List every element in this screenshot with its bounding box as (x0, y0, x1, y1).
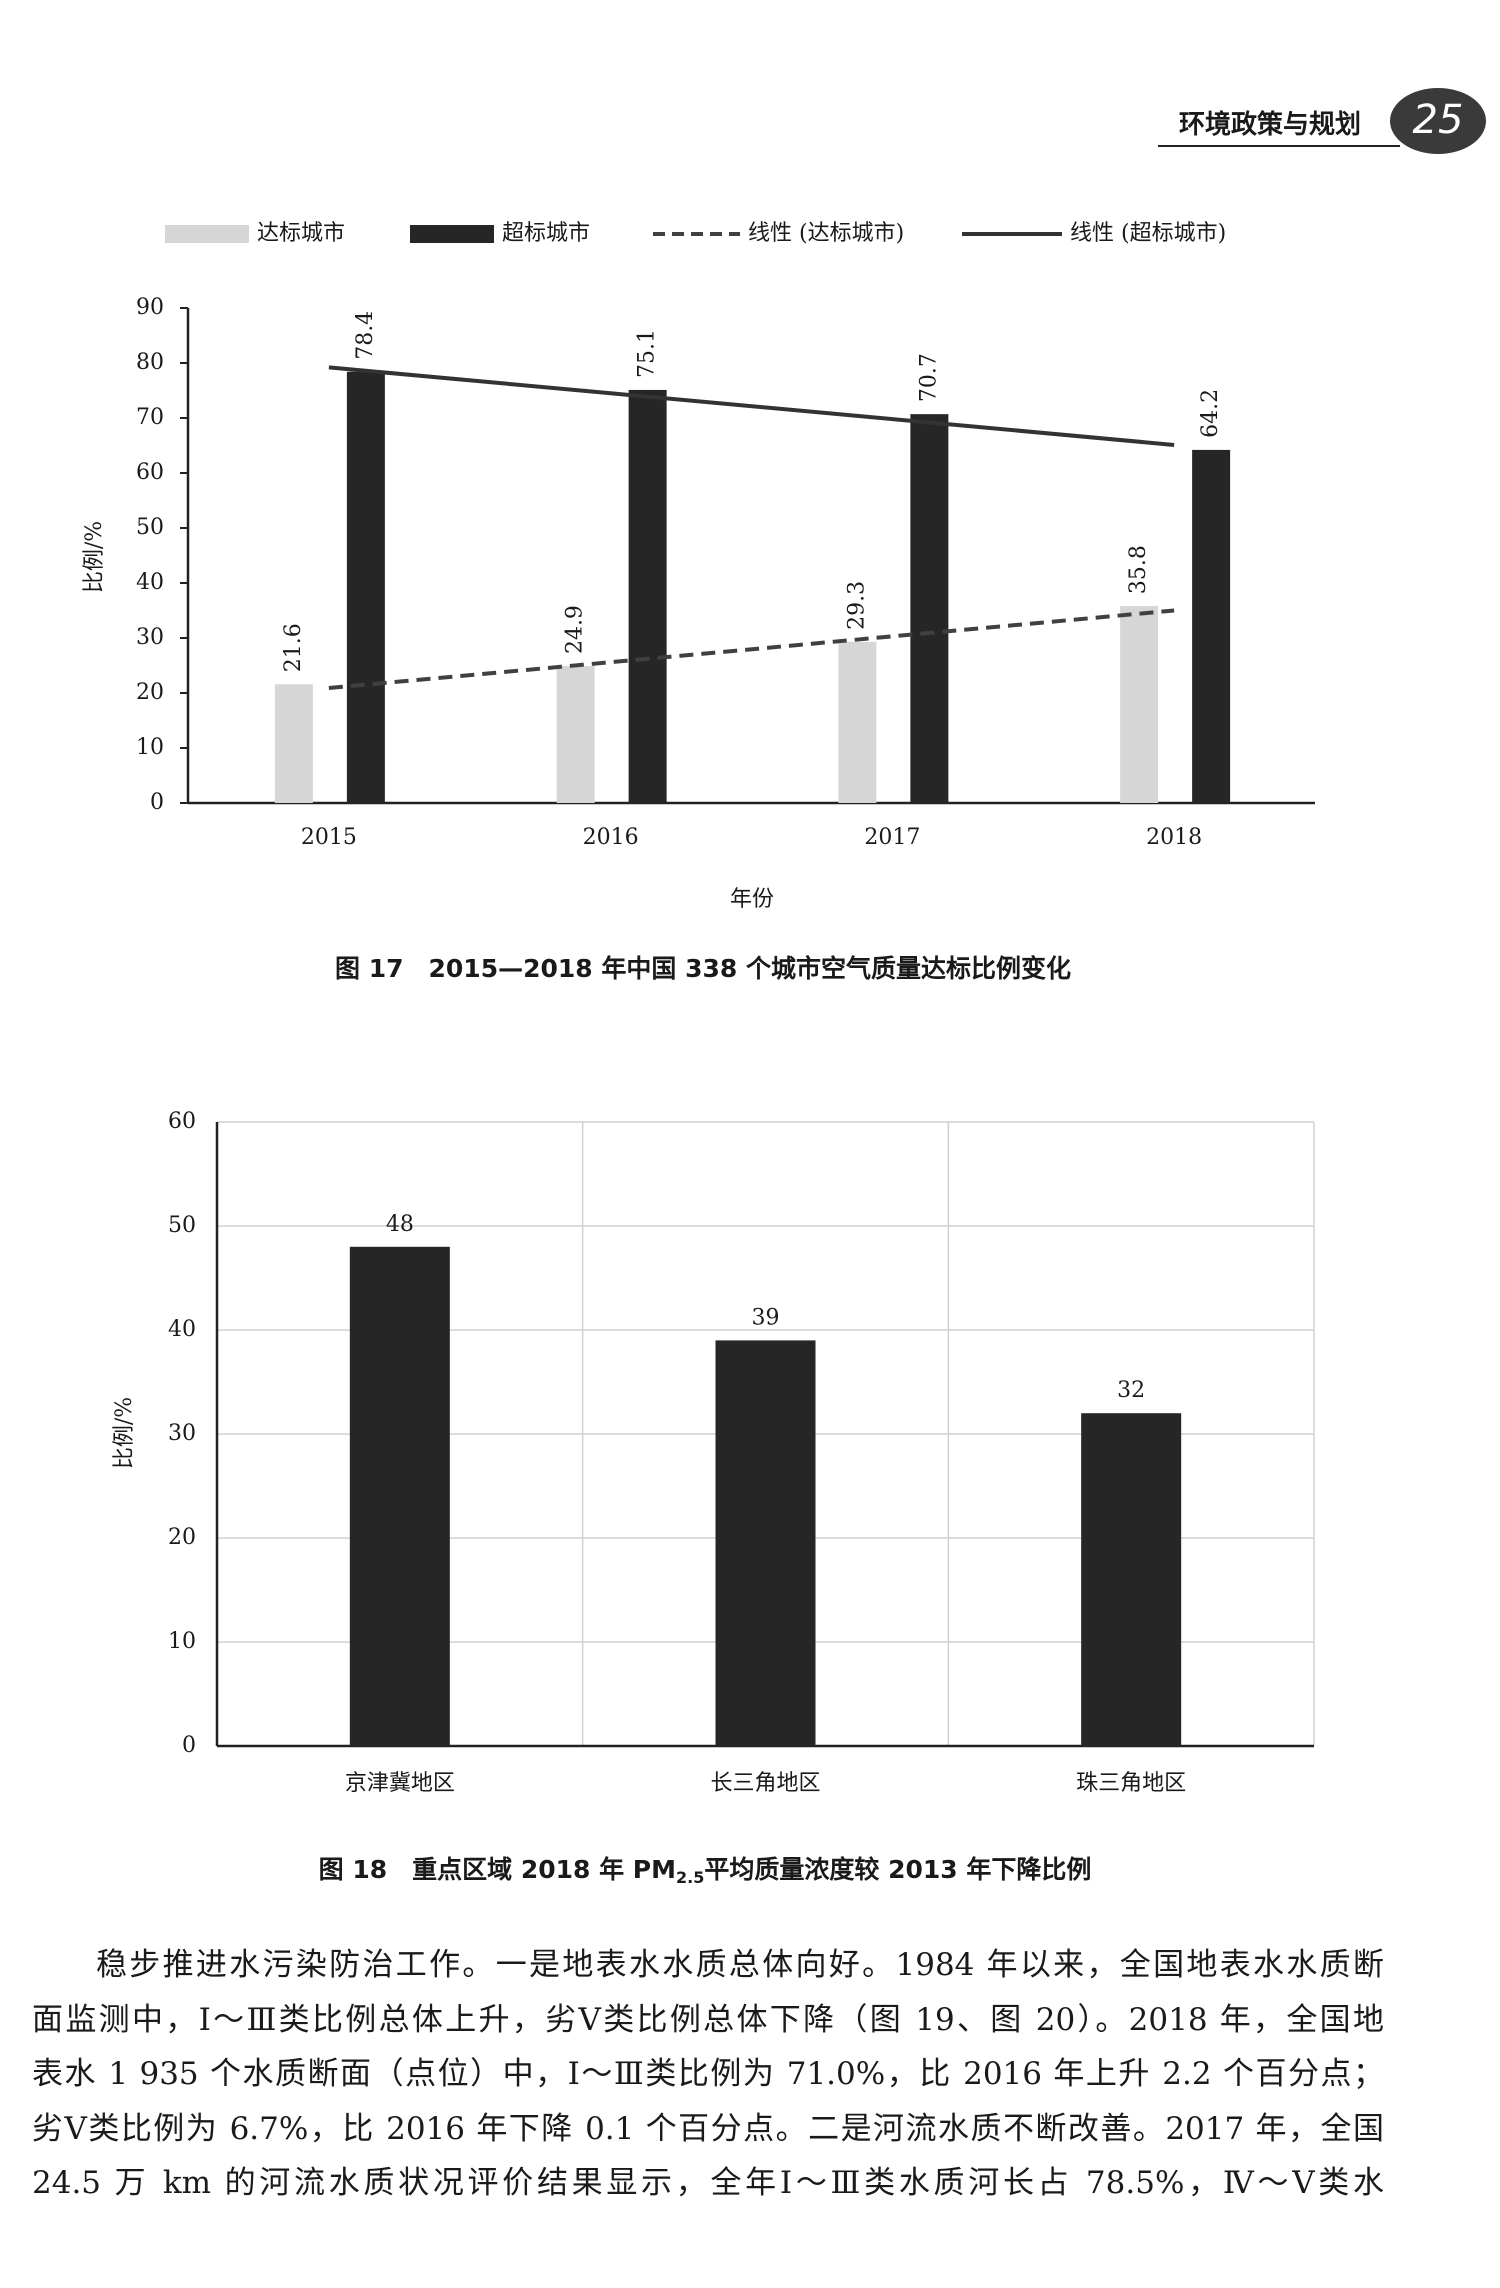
body-line: 稳步推进水污染防治工作。一是地表水水质总体向好。1984 年以来，全国地表水水质… (96, 1947, 1384, 1983)
bar (910, 414, 949, 803)
y-axis-label: 比例/% (112, 1397, 137, 1469)
y-tick-label: 40 (168, 1317, 196, 1342)
bar (349, 1246, 450, 1746)
page-badge (1390, 88, 1486, 154)
y-tick-label: 50 (168, 1213, 196, 1238)
body-line: 劣Ⅴ类比例为 6.7%，比 2016 年下降 0.1 个百分点。二是河流水质不断… (32, 2110, 1384, 2147)
data-label: 64.2 (1198, 389, 1223, 438)
bar (556, 666, 595, 803)
bar (838, 641, 877, 803)
caption-subscript: 2.5 (676, 1868, 704, 1887)
x-tick-label: 2017 (864, 825, 920, 850)
body-line: 表水 1 935 个水质断面（点位）中，Ⅰ～Ⅲ类比例为 71.0%，比 2016… (32, 2056, 1384, 2092)
y-tick-label: 90 (136, 295, 164, 320)
data-label: 75.1 (635, 329, 660, 378)
x-tick-label: 2016 (583, 825, 639, 850)
y-tick-label: 60 (168, 1109, 196, 1134)
y-tick-label: 60 (136, 460, 164, 485)
data-label: 48 (386, 1212, 414, 1237)
y-tick-label: 10 (168, 1629, 196, 1654)
data-label: 29.3 (844, 581, 869, 630)
data-label: 78.4 (353, 311, 378, 360)
trend-line (328, 365, 1175, 447)
figure-caption: 图 18 重点区域 2018 年 PM2.5平均质量浓度较 2013 年下降比例 (319, 1855, 1092, 1887)
bar (628, 389, 667, 803)
y-axis-label: 比例/% (82, 521, 107, 593)
caption-part: 图 18 重点区域 2018 年 PM (319, 1855, 676, 1884)
y-tick-label: 20 (136, 680, 164, 705)
x-axis-label: 年份 (730, 887, 774, 912)
bar (1081, 1413, 1182, 1746)
data-label: 70.7 (916, 353, 941, 402)
y-tick-label: 20 (168, 1525, 196, 1550)
legend-swatch (165, 225, 249, 243)
y-tick-label: 30 (136, 625, 164, 650)
bar (346, 371, 385, 803)
legend-label: 超标城市 (502, 221, 590, 246)
page-number: 25 (1413, 97, 1464, 143)
data-label: 35.8 (1126, 545, 1151, 594)
bar (274, 684, 313, 803)
x-tick-label: 珠三角地区 (1076, 1771, 1186, 1796)
body-line: 24.5 万 km 的河流水质状况评价结果显示，全年Ⅰ～Ⅲ类水质河长占 78.5… (32, 2165, 1384, 2201)
data-label: 21.6 (281, 623, 306, 672)
y-tick-label: 30 (168, 1421, 196, 1446)
legend-swatch (410, 225, 494, 243)
x-tick-label: 长三角地区 (710, 1771, 820, 1796)
y-tick-label: 0 (182, 1733, 196, 1758)
x-tick-label: 2015 (301, 825, 357, 850)
x-tick-label: 京津冀地区 (345, 1771, 455, 1796)
data-label: 32 (1117, 1378, 1145, 1403)
body-line: 面监测中，Ⅰ～Ⅲ类比例总体上升，劣Ⅴ类比例总体下降（图 19、图 20）。201… (32, 2001, 1384, 2038)
y-tick-label: 10 (136, 735, 164, 760)
bar (715, 1340, 816, 1746)
caption-part: 平均质量浓度较 2013 年下降比例 (704, 1855, 1091, 1884)
figure-caption: 图 17 2015—2018 年中国 338 个城市空气质量达标比例变化 (335, 954, 1071, 983)
y-tick-label: 50 (136, 515, 164, 540)
bar (1192, 449, 1231, 803)
y-tick-label: 0 (150, 790, 164, 815)
legend-label: 线性 (超标城市) (1070, 221, 1226, 246)
x-tick-label: 2018 (1146, 825, 1202, 850)
y-tick-label: 80 (136, 350, 164, 375)
legend-label: 线性 (达标城市) (748, 221, 904, 246)
bar (1120, 606, 1159, 803)
y-tick-label: 40 (136, 570, 164, 595)
data-label: 39 (752, 1305, 780, 1330)
header-title: 环境政策与规划 (1179, 109, 1361, 140)
trend-line (328, 608, 1175, 691)
data-label: 24.9 (563, 605, 588, 654)
y-tick-label: 70 (136, 405, 164, 430)
legend-label: 达标城市 (257, 221, 345, 246)
